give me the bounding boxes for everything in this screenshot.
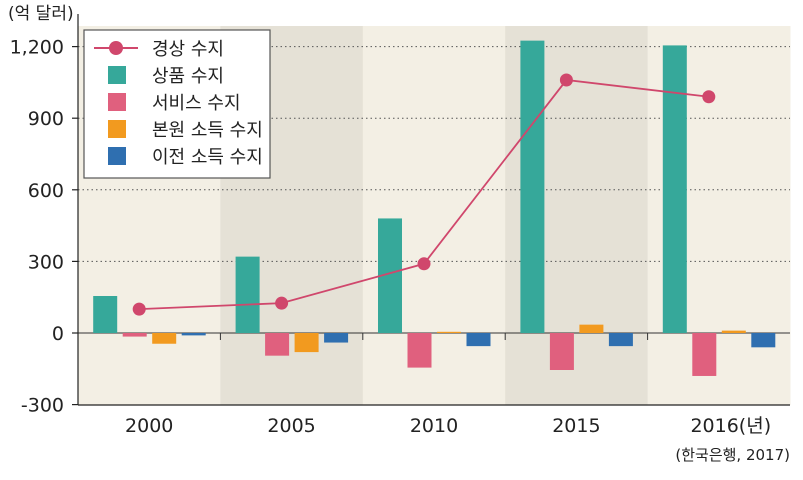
bar-이전-소득-수지-2000 xyxy=(181,333,206,336)
x-tick-label: 2016(년) xyxy=(690,415,771,437)
bar-이전-소득-수지-2010 xyxy=(466,333,491,347)
line-point-2005 xyxy=(275,296,289,310)
source-note: (한국은행, 2017) xyxy=(675,446,790,464)
legend-label: 본원 소득 수지 xyxy=(152,120,263,141)
line-point-2010 xyxy=(417,257,431,271)
legend-marker-swatch xyxy=(109,41,123,55)
line-point-2016(년) xyxy=(702,90,716,104)
legend-label: 상품 수지 xyxy=(152,66,224,87)
bar-서비스-수지-2015 xyxy=(549,333,574,370)
bar-본원-소득-수지-2015 xyxy=(579,324,604,333)
y-unit-label: (억 달러) xyxy=(8,4,74,24)
bar-상품-수지-2000 xyxy=(93,296,118,333)
bar-이전-소득-수지-2015 xyxy=(608,333,633,347)
bar-서비스-수지-2000 xyxy=(122,333,147,337)
legend-label: 경상 수지 xyxy=(152,39,224,60)
legend-label: 서비스 수지 xyxy=(152,93,241,114)
bar-상품-수지-2016(년) xyxy=(662,45,687,333)
bar-서비스-수지-2005 xyxy=(265,333,290,356)
y-tick-label: 0 xyxy=(52,323,64,345)
legend-swatch xyxy=(108,147,126,165)
x-tick-label: 2010 xyxy=(410,415,458,437)
y-tick-label: 1,200 xyxy=(10,37,64,59)
bar-본원-소득-수지-2016(년) xyxy=(721,330,746,333)
bar-본원-소득-수지-2000 xyxy=(152,333,177,344)
x-tick-label: 2000 xyxy=(125,415,173,437)
legend-swatch xyxy=(108,66,126,84)
line-point-2015 xyxy=(559,73,573,87)
legend-label: 이전 소득 수지 xyxy=(152,147,263,168)
bar-본원-소득-수지-2005 xyxy=(294,333,319,353)
x-tick-label: 2005 xyxy=(267,415,315,437)
legend-swatch xyxy=(108,93,126,111)
bar-상품-수지-2015 xyxy=(520,40,545,334)
bar-본원-소득-수지-2010 xyxy=(437,331,461,333)
bar-서비스-수지-2016(년) xyxy=(692,333,717,376)
line-point-2000 xyxy=(132,302,146,316)
y-tick-label: 600 xyxy=(28,180,64,202)
bar-이전-소득-수지-2016(년) xyxy=(751,333,776,348)
x-tick-label: 2015 xyxy=(552,415,600,437)
bar-상품-수지-2005 xyxy=(235,256,260,333)
legend-swatch xyxy=(108,120,126,138)
bar-이전-소득-수지-2005 xyxy=(324,333,349,343)
plot-band-2 xyxy=(362,26,506,405)
y-tick-label: 900 xyxy=(28,108,64,130)
bar-서비스-수지-2010 xyxy=(407,333,432,368)
y-tick-label: -300 xyxy=(21,395,64,417)
y-tick-label: 300 xyxy=(28,251,64,273)
